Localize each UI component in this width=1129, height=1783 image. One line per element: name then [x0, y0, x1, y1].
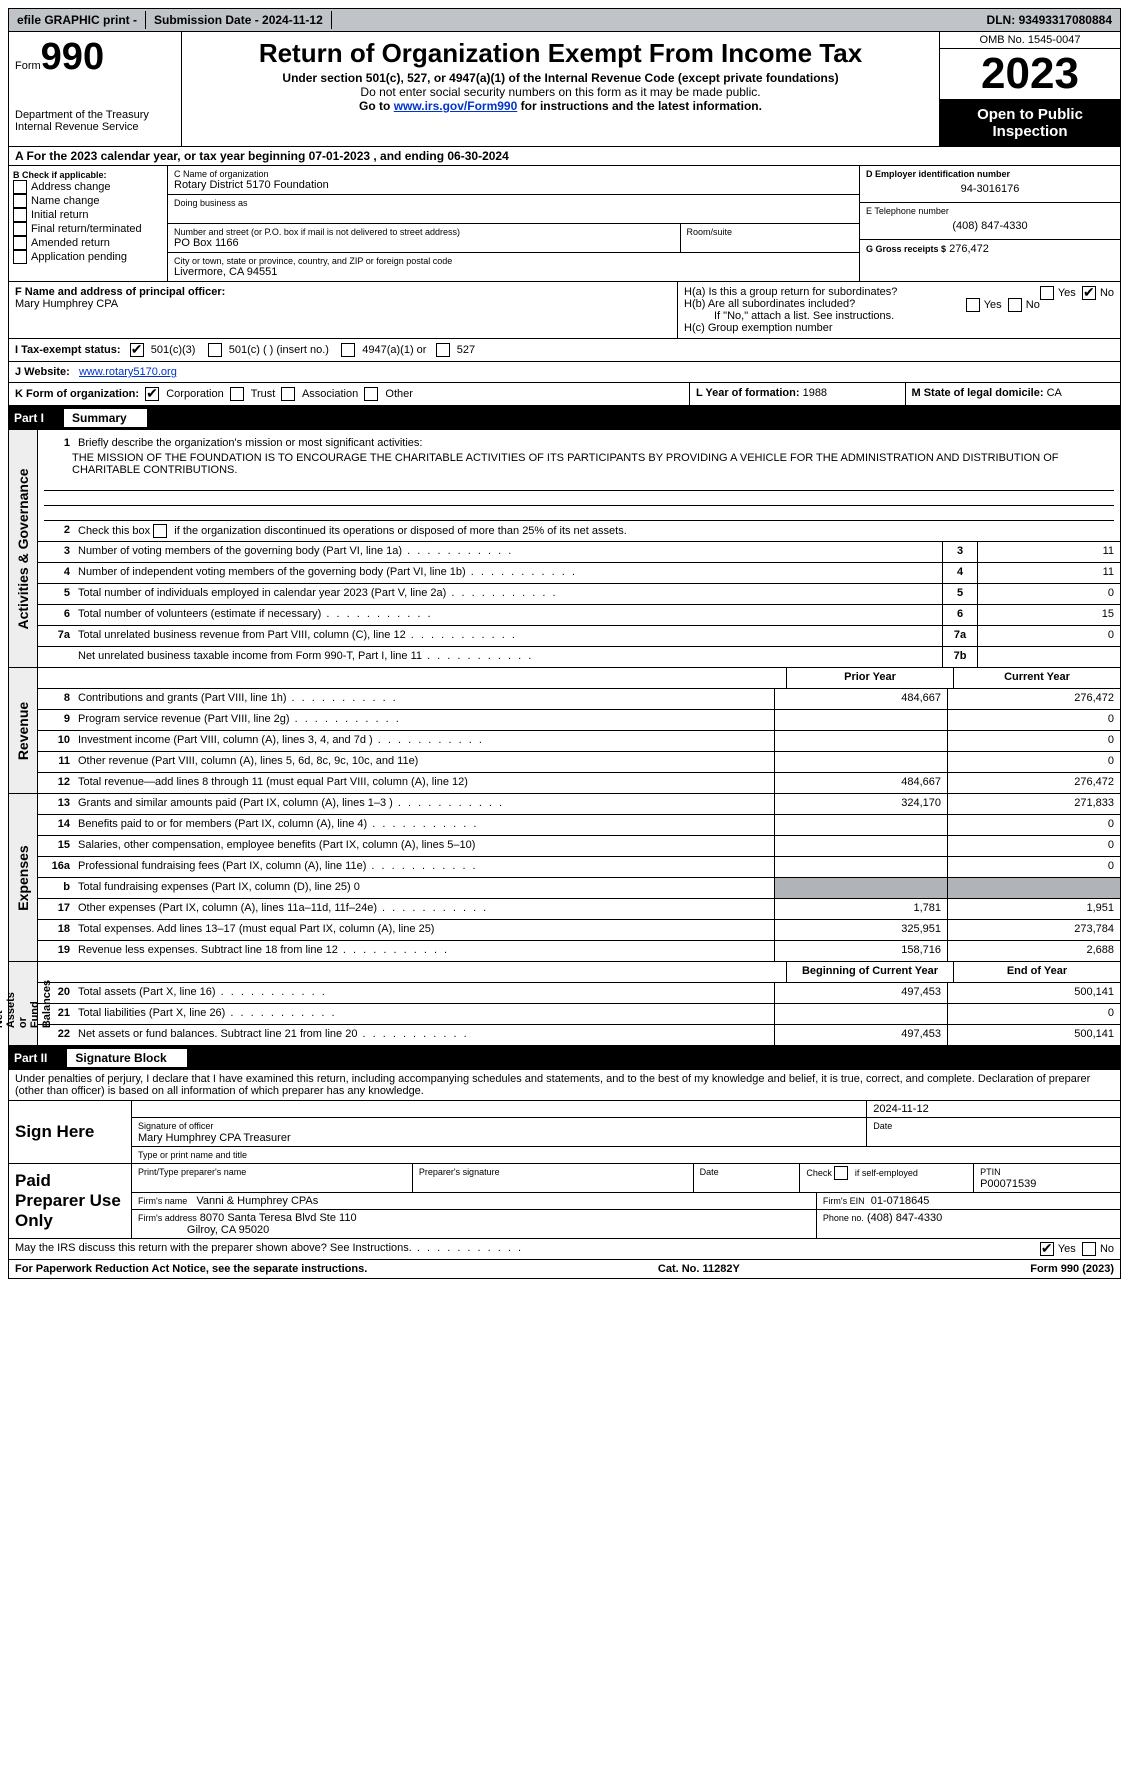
checkbox-discuss-yes[interactable] [1040, 1242, 1054, 1256]
checkbox-application-pending[interactable] [13, 250, 27, 264]
checkbox-final-return[interactable] [13, 222, 27, 236]
section-activities-governance: Activities & Governance 1Briefly describ… [8, 430, 1121, 668]
section-revenue: Revenue Prior YearCurrent Year 8Contribu… [8, 668, 1121, 794]
omb-number: OMB No. 1545-0047 [940, 32, 1120, 49]
checkbox-initial-return[interactable] [13, 208, 27, 222]
checkbox-corp[interactable] [145, 387, 159, 401]
box-b: B Check if applicable: Address change Na… [9, 166, 168, 281]
checkbox-name-change[interactable] [13, 194, 27, 208]
year-formation: 1988 [803, 387, 827, 399]
part-1-header: Part ISummary [8, 406, 1121, 430]
dept-treasury: Department of the Treasury Internal Reve… [15, 109, 175, 133]
checkbox-discontinued[interactable] [153, 524, 167, 538]
identity-grid: B Check if applicable: Address change Na… [8, 166, 1121, 282]
telephone: (408) 847-4330 [866, 216, 1114, 236]
state-domicile: CA [1047, 387, 1062, 399]
checkbox-address-change[interactable] [13, 180, 27, 194]
street: PO Box 1166 [174, 237, 674, 249]
val-3: 11 [977, 542, 1120, 562]
gross-receipts: 276,472 [949, 243, 989, 255]
val-7b [977, 647, 1120, 667]
checkbox-trust[interactable] [230, 387, 244, 401]
form-header: Form990 Department of the Treasury Inter… [8, 32, 1121, 147]
section-net-assets: Net Assets or Fund Balances Beginning of… [8, 962, 1121, 1046]
checkbox-other[interactable] [364, 387, 378, 401]
checkbox-ha-yes[interactable] [1040, 286, 1054, 300]
checkbox-501c3[interactable] [130, 343, 144, 357]
subtitle-3: Go to www.irs.gov/Form990 for instructio… [188, 99, 933, 113]
form-title: Return of Organization Exempt From Incom… [188, 38, 933, 69]
submission-date: Submission Date - 2024-11-12 [146, 11, 332, 29]
box-c: C Name of organization Rotary District 5… [168, 166, 860, 281]
checkbox-hb-yes[interactable] [966, 298, 980, 312]
form-label: Form [15, 60, 41, 72]
checkbox-self-employed[interactable] [834, 1166, 848, 1180]
checkbox-hb-no[interactable] [1008, 298, 1022, 312]
row-k-l-m: K Form of organization: Corporation Trus… [8, 383, 1121, 406]
irs-link[interactable]: www.irs.gov/Form990 [394, 99, 518, 113]
row-f-h: F Name and address of principal officer:… [8, 282, 1121, 339]
dln: DLN: 93493317080884 [979, 11, 1120, 29]
part-2-header: Part IISignature Block [8, 1046, 1121, 1070]
page-footer: For Paperwork Reduction Act Notice, see … [8, 1260, 1121, 1279]
subtitle-2: Do not enter social security numbers on … [188, 85, 933, 99]
top-bar: efile GRAPHIC print - Submission Date - … [8, 8, 1121, 32]
signature-block: Sign Here 2024-11-12 Signature of office… [8, 1101, 1121, 1239]
val-4: 11 [977, 563, 1120, 583]
checkbox-amended-return[interactable] [13, 236, 27, 250]
val-6: 15 [977, 605, 1120, 625]
website-link[interactable]: www.rotary5170.org [79, 366, 177, 378]
val-7a: 0 [977, 626, 1120, 646]
efile-label: efile GRAPHIC print - [9, 11, 146, 29]
mission-text: THE MISSION OF THE FOUNDATION IS TO ENCO… [38, 452, 1120, 476]
checkbox-assoc[interactable] [281, 387, 295, 401]
open-public: Open to Public Inspection [940, 100, 1120, 146]
form-number: 990 [41, 36, 104, 78]
ein: 94-3016176 [866, 179, 1114, 199]
org-name: Rotary District 5170 Foundation [174, 179, 853, 191]
subtitle-1: Under section 501(c), 527, or 4947(a)(1)… [188, 71, 933, 85]
checkbox-ha-no[interactable] [1082, 286, 1096, 300]
box-d-e-g: D Employer identification number94-30161… [860, 166, 1120, 281]
checkbox-527[interactable] [436, 343, 450, 357]
section-expenses: Expenses 13Grants and similar amounts pa… [8, 794, 1121, 962]
discuss-row: May the IRS discuss this return with the… [8, 1239, 1121, 1260]
row-j: J Website: www.rotary5170.org [8, 362, 1121, 383]
checkbox-4947[interactable] [341, 343, 355, 357]
tax-year: 2023 [940, 49, 1120, 100]
val-5: 0 [977, 584, 1120, 604]
city-state-zip: Livermore, CA 94551 [174, 266, 853, 278]
perjury-statement: Under penalties of perjury, I declare th… [8, 1070, 1121, 1101]
row-i: I Tax-exempt status: 501(c)(3) 501(c) ( … [8, 339, 1121, 362]
tax-period: A For the 2023 calendar year, or tax yea… [8, 147, 1121, 166]
principal-officer: Mary Humphrey CPA [15, 298, 671, 310]
checkbox-discuss-no[interactable] [1082, 1242, 1096, 1256]
checkbox-501c[interactable] [208, 343, 222, 357]
